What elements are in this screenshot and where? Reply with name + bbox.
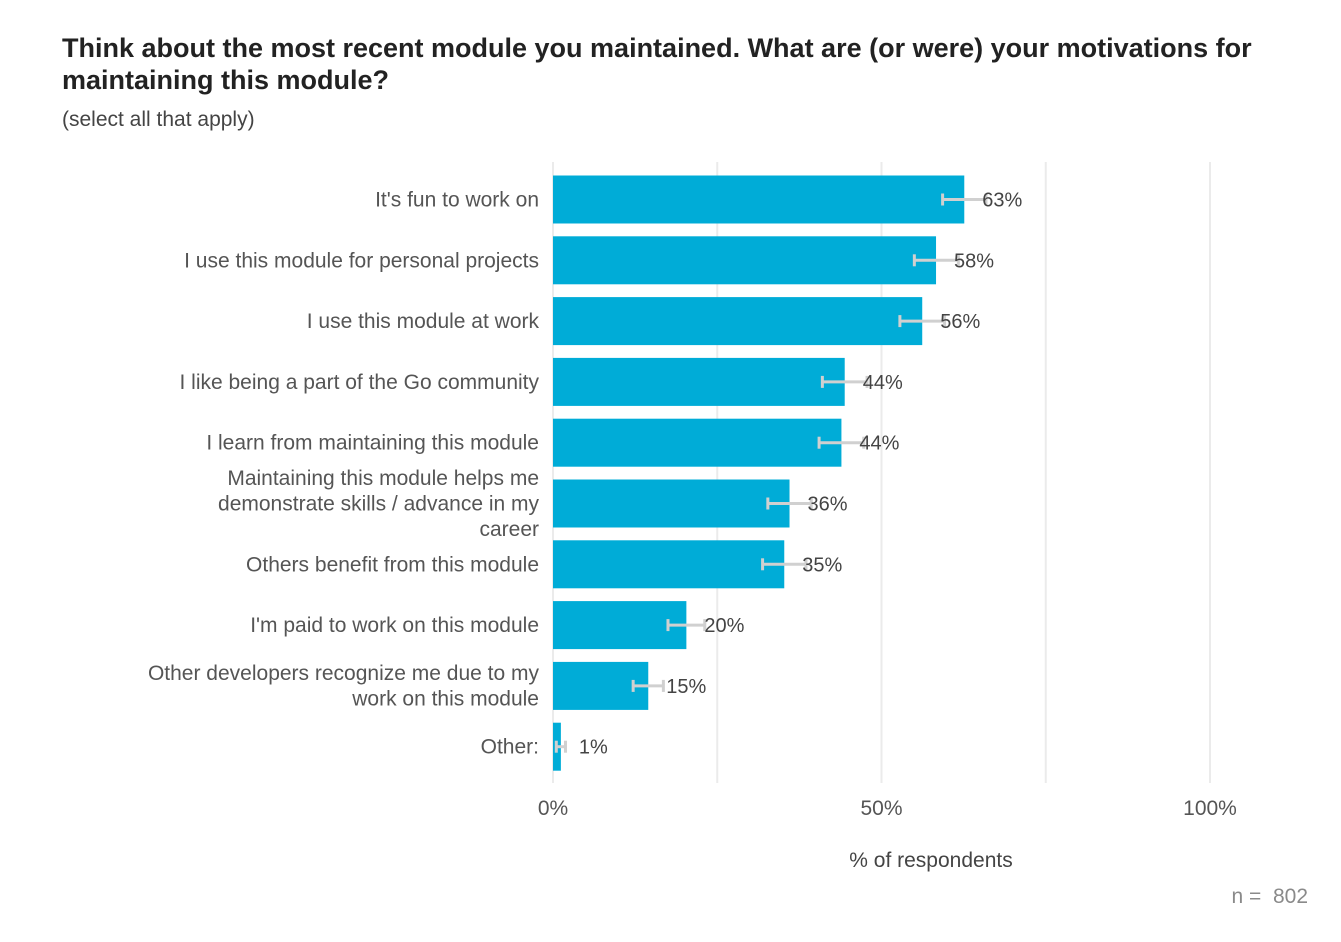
- category-label-line: Other developers recognize me due to my: [148, 662, 540, 685]
- category-label: I use this module for personal projects: [184, 249, 539, 272]
- value-label: 20%: [704, 615, 744, 637]
- category-label-line: I use this module for personal projects: [184, 249, 539, 272]
- category-label-line: work on this module: [351, 688, 539, 711]
- chart-subtitle: (select all that apply): [62, 108, 255, 131]
- category-label-line: It's fun to work on: [375, 189, 539, 212]
- category-label-line: I like being a part of the Go community: [179, 371, 539, 394]
- error-bar: [766, 497, 813, 510]
- value-label: 56%: [940, 311, 980, 333]
- error-bar: [554, 740, 567, 753]
- category-label: I like being a part of the Go community: [179, 371, 539, 394]
- category-label-line: demonstrate skills / advance in my: [218, 493, 539, 516]
- category-label: Maintaining this module helps me demonstr…: [218, 467, 539, 541]
- value-label: 44%: [863, 372, 903, 394]
- value-label: 44%: [859, 433, 899, 455]
- value-label: 36%: [808, 494, 848, 516]
- bar: [553, 418, 842, 467]
- error-bar: [666, 619, 707, 632]
- category-label-line: Maintaining this module helps me: [227, 467, 539, 490]
- x-tick-label: 50%: [860, 797, 902, 820]
- category-label-line: I use this module at work: [307, 310, 540, 333]
- bars: [553, 175, 965, 771]
- error-bar: [820, 375, 869, 388]
- bar: [553, 479, 790, 528]
- bar: [553, 540, 785, 589]
- bar: [553, 236, 937, 285]
- category-label: I'm paid to work on this module: [250, 614, 539, 637]
- x-axis-title: % of respondents: [849, 849, 1012, 872]
- category-label-line: I'm paid to work on this module: [250, 614, 539, 637]
- error-bar: [631, 679, 665, 692]
- error-bar: [761, 558, 808, 571]
- bar: [553, 297, 923, 346]
- chart-title: Think about the most recent module you m…: [62, 33, 1252, 95]
- category-label: I use this module at work: [307, 310, 540, 333]
- bar: [553, 175, 965, 224]
- value-labels: 63% 58% 56% 44% 44% 36% 35% 20% 15% 1%: [579, 190, 1023, 759]
- x-tick-label: 0%: [538, 797, 568, 820]
- error-bar: [817, 436, 866, 449]
- error-bar: [941, 193, 988, 206]
- value-label: 35%: [802, 554, 842, 576]
- value-label: 1%: [579, 737, 608, 759]
- category-label: Other:: [481, 736, 539, 759]
- category-labels: It's fun to work on I use this module for…: [148, 189, 540, 759]
- value-label: 63%: [982, 190, 1022, 212]
- bar: [553, 601, 687, 650]
- value-label: 58%: [954, 250, 994, 272]
- category-label-line: career: [479, 518, 539, 541]
- value-label: 15%: [666, 676, 706, 698]
- x-tick-label: 100%: [1183, 797, 1237, 820]
- error-bars: [554, 193, 988, 753]
- sample-size-label: n = 802: [1231, 885, 1308, 908]
- bar: [553, 357, 845, 406]
- category-label: I learn from maintaining this module: [206, 432, 539, 455]
- category-label: Other developers recognize me due to my w…: [148, 662, 540, 711]
- category-label: It's fun to work on: [375, 189, 539, 212]
- x-tick-labels: 0% 50% 100%: [538, 797, 1237, 820]
- category-label-line: I learn from maintaining this module: [206, 432, 539, 455]
- category-label-line: Others benefit from this module: [246, 553, 539, 576]
- error-bar: [898, 315, 947, 328]
- category-label-line: Other:: [481, 736, 539, 759]
- category-label: Others benefit from this module: [246, 553, 539, 576]
- error-bar: [912, 254, 960, 267]
